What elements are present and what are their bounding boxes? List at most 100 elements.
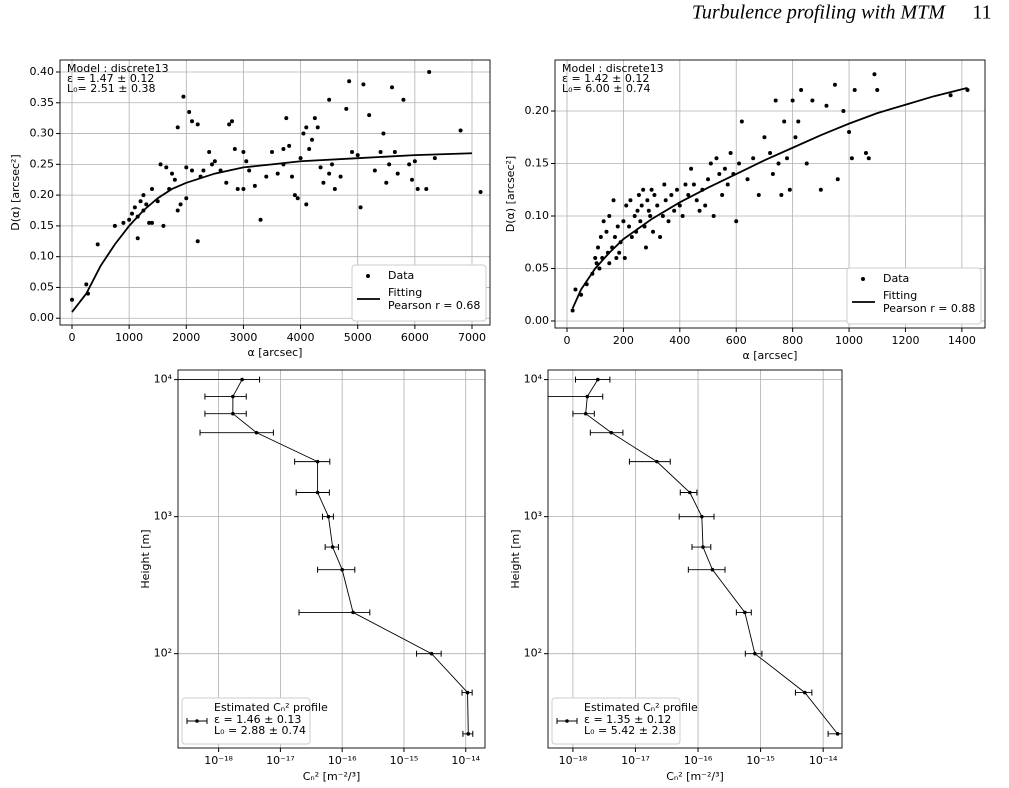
y-tick-label: 0.15: [525, 157, 550, 170]
data-point: [141, 193, 146, 198]
data-point: [866, 156, 871, 161]
data-point: [832, 82, 837, 87]
legend-note: Pearson r = 0.68: [388, 299, 480, 312]
data-point: [796, 119, 801, 124]
error-bar: [178, 376, 261, 383]
data-point: [158, 162, 163, 167]
legend-label: Data: [883, 272, 909, 285]
data-point: [773, 98, 778, 103]
data-point: [361, 82, 366, 87]
data-point: [465, 690, 470, 695]
plot-frame: [177, 369, 486, 749]
data-point: [645, 198, 650, 203]
data-point: [270, 150, 274, 155]
plot-data: [548, 376, 842, 737]
data-point: [304, 125, 309, 130]
data-point: [632, 213, 637, 218]
error-bar: [589, 429, 624, 436]
data-point: [601, 219, 606, 224]
data-point: [318, 165, 323, 170]
legend-box: [551, 697, 681, 745]
error-bar: [204, 410, 247, 417]
data-point: [734, 219, 739, 224]
y-tick-label: 0.20: [30, 188, 55, 201]
y-axis-label: Height [m]: [139, 529, 152, 588]
data-point: [327, 97, 332, 102]
data-point: [184, 165, 189, 170]
data-point: [651, 229, 656, 234]
data-point: [310, 137, 314, 142]
data-point: [254, 430, 259, 435]
data-point: [432, 156, 437, 161]
data-point: [697, 208, 702, 213]
data-point: [315, 125, 320, 130]
x-tick-label: 0: [563, 334, 570, 347]
data-point: [247, 168, 252, 173]
data-point: [231, 411, 235, 416]
x-tick-label: 10⁻¹⁷: [621, 754, 650, 767]
data-point: [301, 131, 306, 136]
data-point: [358, 205, 363, 210]
data-point: [410, 177, 414, 182]
data-point: [175, 208, 180, 213]
y-axis-label: D(α) [arcsec²]: [504, 156, 517, 232]
y-axis-label: Height [m]: [509, 529, 522, 588]
data-point: [150, 186, 154, 191]
data-point: [611, 198, 616, 203]
annotation: L₀= 2.51 ± 0.38: [67, 82, 155, 95]
legend-box: [846, 267, 982, 325]
y-tick-label: 0.05: [30, 280, 55, 293]
data-point: [628, 198, 633, 203]
y-tick-label: 0.00: [30, 311, 55, 324]
data-point: [717, 172, 722, 177]
data-point: [595, 377, 600, 382]
data-point: [743, 610, 747, 615]
x-tick-label: 10⁻¹⁶: [328, 754, 357, 767]
error-bar: [548, 393, 604, 400]
fit-line: [571, 87, 968, 309]
error-bar: [294, 458, 331, 465]
x-tick-label: 0: [69, 331, 76, 344]
data-point: [835, 177, 840, 182]
plot-frame: [59, 59, 491, 326]
profile-line: [585, 379, 838, 735]
data-point: [458, 128, 463, 133]
x-tick-label: 5000: [344, 331, 372, 344]
data-point: [617, 250, 622, 255]
annotation: Model : discrete13: [67, 62, 169, 75]
data-point: [330, 162, 334, 167]
data-point: [427, 70, 432, 75]
data-point: [327, 171, 332, 176]
data-point: [804, 161, 809, 166]
data-point: [706, 177, 711, 182]
error-bar: [416, 650, 442, 657]
data-point: [312, 116, 317, 121]
data-point: [597, 266, 602, 271]
data-point: [252, 183, 257, 188]
data-point: [607, 261, 612, 266]
legend-note: Pearson r = 0.88: [883, 302, 975, 315]
data-point: [686, 192, 691, 197]
data-point: [241, 186, 246, 191]
data-point: [210, 162, 214, 167]
data-point: [224, 180, 229, 185]
chart: 0 200 400 600 800 1000 1200 1400 0.00 0.05 0.10 0.1…: [504, 59, 986, 362]
error-bar: [572, 410, 595, 417]
plot-data: [178, 376, 474, 737]
data-point: [147, 220, 152, 225]
data-point: [674, 187, 679, 192]
data-point: [230, 119, 234, 124]
legend-label: ε = 1.35 ± 0.12: [584, 713, 671, 726]
data-point: [258, 217, 263, 222]
y-tick-label: 0.10: [30, 250, 55, 263]
data-point: [235, 186, 240, 191]
data-point: [321, 180, 326, 185]
data-point: [655, 459, 659, 464]
data-point: [666, 219, 671, 224]
data-point: [95, 242, 100, 247]
data-point: [184, 196, 189, 201]
data-point: [841, 109, 846, 114]
page-number: 11: [972, 2, 991, 24]
data-point: [609, 430, 614, 435]
